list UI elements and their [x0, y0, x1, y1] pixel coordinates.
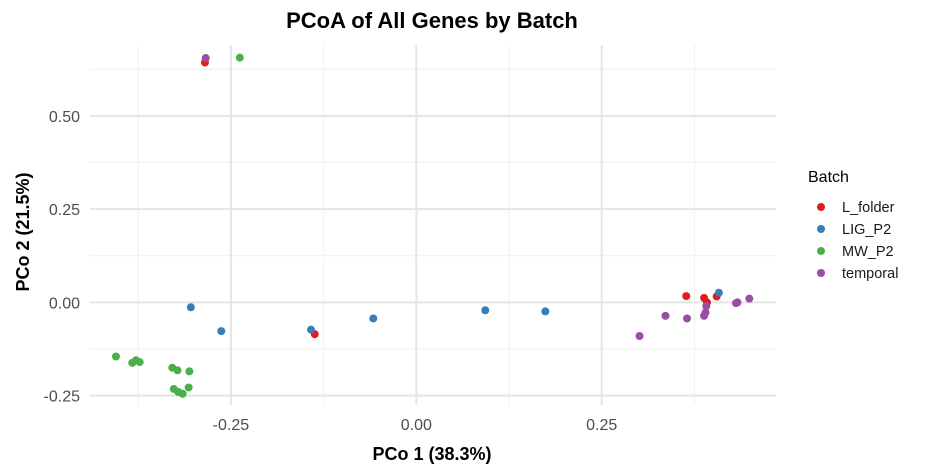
- data-point-lig-p2: [714, 288, 723, 297]
- data-point-temporal: [702, 302, 711, 311]
- data-point-lig-p2: [186, 303, 195, 312]
- data-point-temporal: [733, 298, 742, 307]
- legend-key-temporal: [817, 269, 825, 277]
- data-point-lig-p2: [541, 307, 550, 316]
- data-point-lig-p2: [481, 306, 490, 315]
- x-axis-tick-labels: -0.25 0.00 0.25: [213, 417, 618, 434]
- y-axis-title: PCo 2 (21.5%): [13, 172, 33, 291]
- plot-panel: [90, 45, 776, 405]
- legend-title: Batch: [808, 169, 849, 186]
- legend-label: LIG_P2: [842, 222, 891, 238]
- legend-key-l-folder: [817, 203, 825, 211]
- y-axis-tick-labels: -0.25 0.00 0.25 0.50: [44, 109, 81, 406]
- data-point-temporal: [745, 294, 754, 303]
- y-tick-label: -0.25: [44, 389, 81, 406]
- chart-title: PCoA of All Genes by Batch: [286, 8, 578, 33]
- legend-label: temporal: [842, 266, 898, 282]
- legend-key-lig-p2: [817, 225, 825, 233]
- legend: Batch L_folder LIG_P2 MW_P2 temporal: [808, 169, 898, 282]
- data-points: [111, 53, 754, 398]
- legend-label: MW_P2: [842, 244, 894, 260]
- data-point-mw-p2: [185, 367, 194, 376]
- major-gridlines: [90, 45, 776, 405]
- x-tick-label: 0.00: [401, 417, 432, 434]
- x-tick-label: 0.25: [586, 417, 617, 434]
- minor-gridlines: [90, 45, 776, 405]
- data-point-temporal: [661, 311, 670, 320]
- data-point-lig-p2: [307, 325, 316, 334]
- data-point-temporal: [635, 331, 644, 340]
- legend-label: L_folder: [842, 200, 895, 216]
- data-point-lig-p2: [369, 314, 378, 323]
- legend-key-mw-p2: [817, 247, 825, 255]
- data-point-temporal: [683, 314, 692, 323]
- data-point-mw-p2: [178, 389, 187, 398]
- x-tick-label: -0.25: [213, 417, 250, 434]
- data-point-mw-p2: [184, 383, 193, 392]
- y-tick-label: 0.25: [49, 202, 80, 219]
- data-point-mw-p2: [135, 358, 144, 367]
- data-point-mw-p2: [111, 352, 120, 361]
- data-point-temporal: [201, 54, 210, 63]
- data-point-mw-p2: [173, 366, 182, 375]
- y-tick-label: 0.50: [49, 109, 80, 126]
- x-axis-title: PCo 1 (38.3%): [372, 444, 491, 464]
- data-point-l-folder: [682, 292, 691, 301]
- data-point-lig-p2: [217, 327, 226, 336]
- data-point-mw-p2: [235, 53, 244, 62]
- y-tick-label: 0.00: [49, 295, 80, 312]
- data-point-temporal: [701, 308, 710, 317]
